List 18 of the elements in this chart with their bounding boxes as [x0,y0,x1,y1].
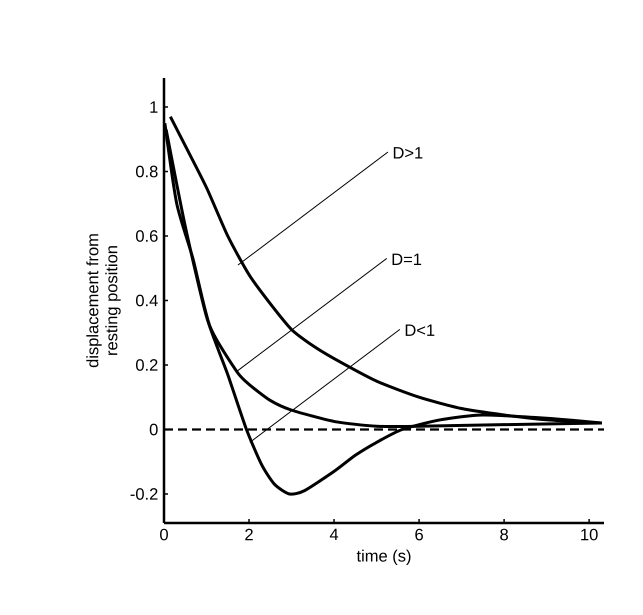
y-tick-label: 0.8 [136,166,158,178]
x-tick-label: 8 [500,528,508,540]
y-tick-label: 1 [150,101,158,113]
x-tick-label: 10 [581,528,598,540]
y-axis-title: displacement from resting position [86,234,121,368]
annotation: D>1 [394,147,422,159]
y-tick-label: 0 [150,424,158,436]
x-tick-label: 2 [245,528,253,540]
y-tick-label: -0.2 [130,488,158,500]
x-tick-label: 4 [330,528,338,540]
y-tick-label: 0.6 [136,230,158,242]
x-tick-label: 6 [415,528,423,540]
x-axis-title: time (s) [356,550,410,565]
annotation: D<1 [406,324,434,336]
annotation: D=1 [392,254,422,265]
x-tick-label: 0 [160,528,168,540]
y-tick-label: 0.2 [136,359,158,371]
y-tick-label: 0.4 [136,294,158,306]
